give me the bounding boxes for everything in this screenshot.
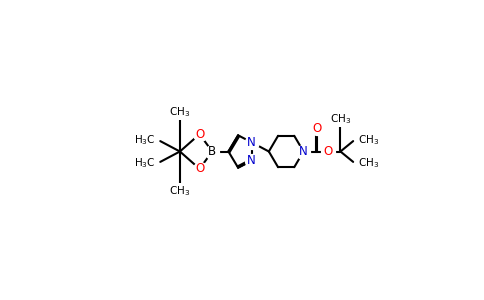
Text: CH$_3$: CH$_3$ — [358, 156, 379, 170]
Text: O: O — [323, 145, 333, 158]
Text: N: N — [299, 145, 308, 158]
Text: B: B — [208, 145, 216, 158]
Text: H$_3$C: H$_3$C — [134, 133, 156, 147]
Text: O: O — [195, 162, 204, 175]
Text: N: N — [247, 154, 256, 167]
Text: CH$_3$: CH$_3$ — [169, 184, 191, 198]
Text: CH$_3$: CH$_3$ — [169, 105, 191, 119]
Text: CH$_3$: CH$_3$ — [330, 112, 351, 126]
Text: CH$_3$: CH$_3$ — [358, 133, 379, 147]
Text: N: N — [247, 136, 256, 149]
Text: O: O — [195, 128, 204, 141]
Text: O: O — [313, 122, 322, 135]
Text: H$_3$C: H$_3$C — [134, 156, 156, 170]
